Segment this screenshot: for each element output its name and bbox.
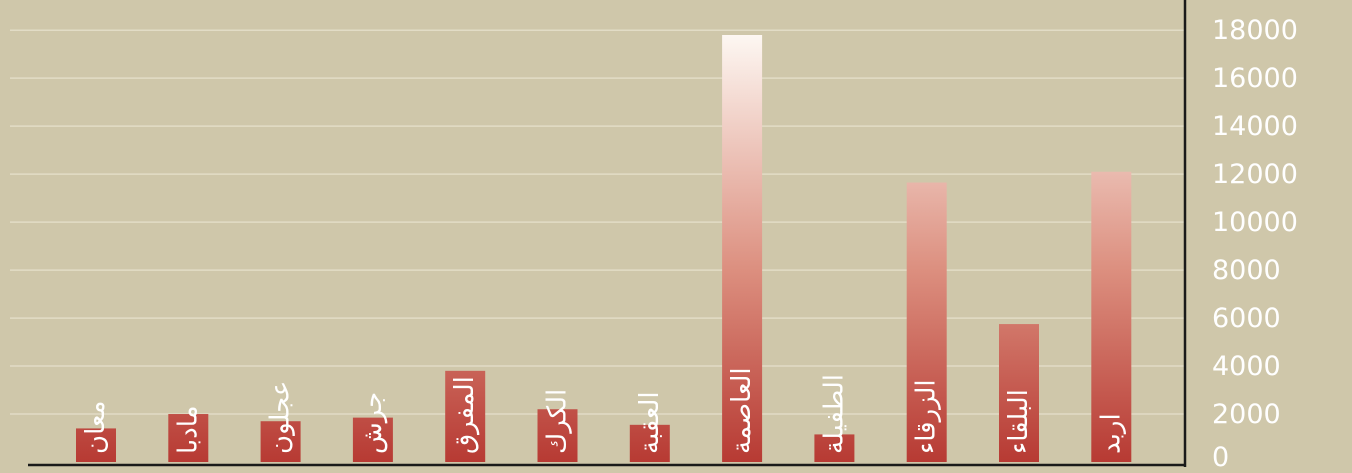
bar-category-label: عجلون <box>266 381 296 454</box>
bar <box>352 417 393 462</box>
y-tick-label: 10000 <box>1212 207 1298 238</box>
y-tick-label: 8000 <box>1212 255 1281 286</box>
bar <box>1091 171 1132 462</box>
bar-category-label: جرش <box>358 392 388 454</box>
y-tick-labels: 0 2000 4000 6000 8000 10000 12000 14000 16000 180… <box>1212 15 1298 473</box>
bar <box>76 428 116 462</box>
y-tick-label: 12000 <box>1212 159 1298 190</box>
bar <box>260 421 301 462</box>
y-tick-label: 6000 <box>1212 303 1281 334</box>
bar-category-label: معان <box>81 401 111 455</box>
bar <box>999 324 1039 462</box>
gridlines <box>10 29 1185 415</box>
y-tick-label: 2000 <box>1212 399 1281 430</box>
bar-category-label: الكرك <box>543 389 573 454</box>
bar <box>629 424 670 462</box>
y-tick-label: 0 <box>1212 442 1229 473</box>
bar-category-label: مادبا <box>173 405 203 454</box>
bar-category-label: العقبة <box>635 391 665 454</box>
bar-category-label: العاصمة <box>727 367 757 454</box>
bar-category-label: البلقاء <box>1004 389 1034 454</box>
bar <box>906 182 947 463</box>
bars: معان مادبا عجلون جرش المفرق الكرك العقبة العاصم… <box>76 35 1132 463</box>
y-tick-label: 16000 <box>1212 63 1298 94</box>
y-tick-label: 18000 <box>1212 15 1298 46</box>
bar-category-label: الزرقاء <box>912 379 942 454</box>
bar-category-label: المفرق <box>450 376 480 454</box>
bar <box>445 370 486 462</box>
axes <box>28 0 1187 467</box>
bar <box>722 35 763 462</box>
bar <box>168 414 209 462</box>
bar-category-label: الطفيلة <box>819 374 849 454</box>
bar <box>814 434 855 462</box>
y-tick-label: 4000 <box>1212 351 1281 382</box>
y-tick-label: 14000 <box>1212 111 1298 142</box>
bar <box>537 409 578 462</box>
bar-category-label: اربد <box>1096 413 1126 454</box>
